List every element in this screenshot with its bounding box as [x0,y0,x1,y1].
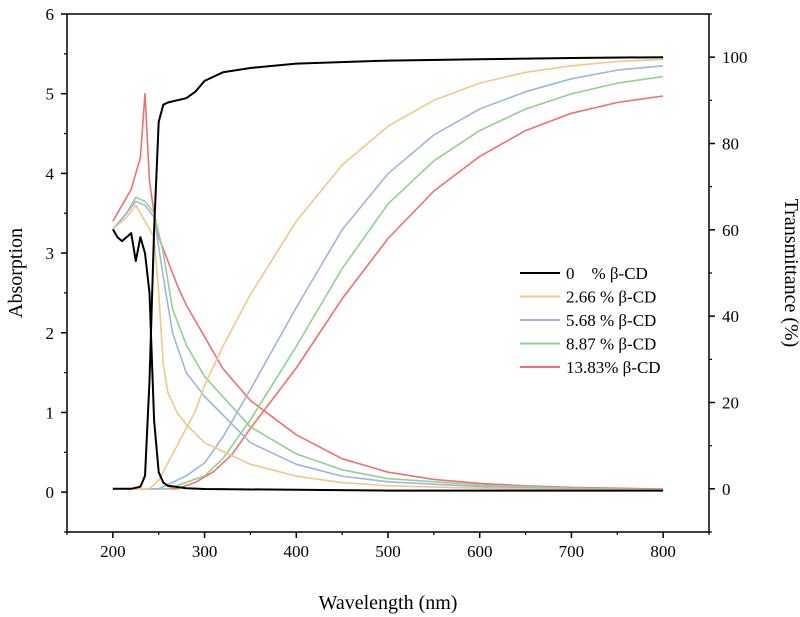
x-tick-label: 600 [467,542,493,561]
transmittance-line-568 [112,65,664,490]
y-tick-label: 2 [46,324,55,343]
absorption-line-266 [112,204,664,491]
y-tick-label: 1 [46,403,55,422]
x-tick-label: 400 [284,542,310,561]
y2-tick-label: 60 [722,221,739,240]
x-tick-label: 200 [100,542,126,561]
legend-label: 0 % β-CD [566,264,648,283]
y-tick-label: 3 [46,244,55,263]
transmittance-line-0 [112,56,664,490]
y2-axis-title: Transmittance (%) [780,199,800,348]
y-tick-label: 5 [46,85,55,104]
y2-tick-label: 100 [722,48,748,67]
x-axis-title: Wavelength (nm) [319,592,458,614]
x-tick-label: 700 [559,542,585,561]
y-tick-label: 6 [46,5,55,24]
y-tick-label: 0 [46,483,55,502]
transmittance-line-1383 [112,95,664,490]
y-tick-label: 4 [46,164,55,183]
transmittance-line-887 [112,75,664,490]
absorption-line-568 [112,200,664,491]
absorption-line-1383 [112,92,664,490]
legend-label: 5.68 % β-CD [566,311,656,330]
plot-lines [112,56,664,492]
absorption-line-887 [112,196,664,491]
y2-tick-label: 40 [722,307,739,326]
legend-label: 13.83% β-CD [566,358,661,377]
absorption-line-0 [112,228,664,492]
y-axis-title: Absorption [5,228,27,318]
x-tick-label: 300 [192,542,218,561]
legend: 0 % β-CD 2.66 % β-CD 5.68 % β-CD 8.87 % β-C… [520,264,661,377]
y2-tick-label: 80 [722,135,739,154]
x-tick-label: 800 [650,542,676,561]
legend-label: 2.66 % β-CD [566,288,656,307]
x-tick-label: 500 [375,542,401,561]
legend-label: 8.87 % β-CD [566,335,656,354]
y2-tick-label: 0 [722,480,731,499]
y2-tick-label: 20 [722,394,739,413]
transmittance-line-266 [112,58,664,490]
